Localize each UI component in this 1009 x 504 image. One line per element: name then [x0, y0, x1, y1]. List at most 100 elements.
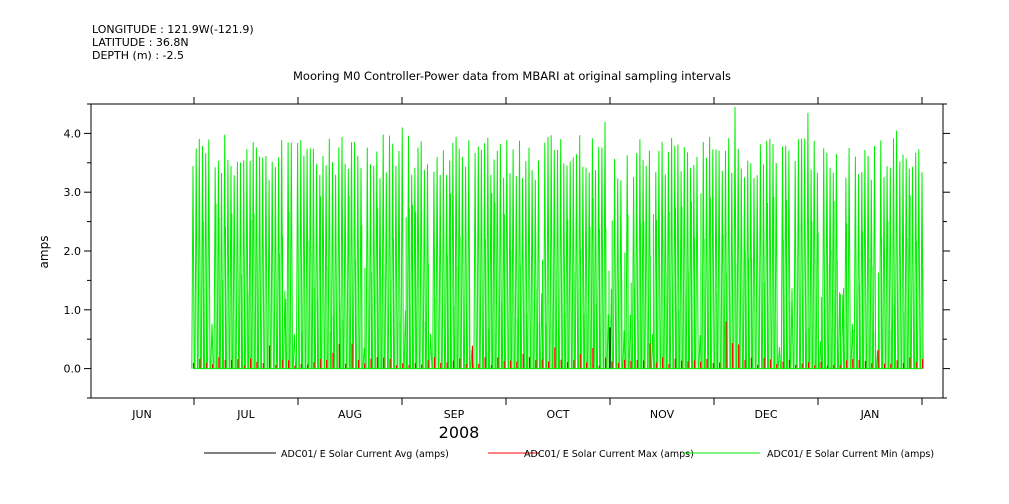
x-tick-label: DEC — [754, 408, 777, 421]
min-series-spike — [204, 153, 208, 369]
min-series-spike — [384, 172, 388, 369]
min-series-spike — [197, 138, 201, 369]
x-tick-label: JUN — [131, 408, 152, 421]
plot-marks — [191, 106, 924, 370]
min-series-spike — [387, 135, 392, 369]
min-series-spike — [337, 147, 341, 369]
longitude-label: LONGITUDE : 121.9W(-121.9) — [92, 23, 254, 36]
x-axis-label: 2008 — [439, 423, 480, 442]
min-series-spike — [394, 165, 398, 369]
min-series-spike — [574, 154, 579, 369]
min-series-spike — [616, 178, 620, 369]
min-series-spike — [194, 148, 198, 369]
min-series-spike — [853, 156, 858, 369]
min-series-spike — [349, 142, 354, 369]
min-series-spike — [372, 165, 376, 369]
min-series-spike — [736, 148, 740, 369]
min-series-spike — [543, 142, 547, 369]
x-tick-label: SEP — [444, 408, 465, 421]
min-series-spike — [568, 161, 572, 369]
min-series-spike — [273, 167, 278, 369]
depth-label: DEPTH (m) : -2.5 — [92, 49, 185, 62]
min-series-spike — [774, 162, 778, 369]
x-tick-label: NOV — [650, 408, 675, 421]
min-series-spike — [755, 175, 759, 369]
min-series-spike — [711, 149, 715, 369]
legend: ADC01/ E Solar Current Avg (amps) ADC01/ … — [204, 449, 934, 460]
min-series-spike — [803, 138, 807, 369]
min-series-spike — [292, 334, 297, 369]
min-series-spike — [299, 139, 303, 369]
min-series-spike — [261, 157, 265, 369]
min-series-spike — [267, 179, 271, 369]
min-series-spike — [505, 139, 509, 369]
y-tick-label: 2.0 — [64, 245, 82, 258]
min-series-spike — [790, 288, 794, 369]
min-series-spike — [514, 176, 518, 369]
min-series-spike — [479, 149, 484, 369]
min-series-spike — [264, 155, 268, 369]
min-series-spike — [799, 138, 804, 369]
y-tick-label: 4.0 — [64, 127, 82, 140]
min-series-spike — [704, 157, 709, 369]
min-series-spike — [898, 161, 902, 369]
min-series-spike — [676, 144, 680, 369]
min-series-spike — [235, 161, 240, 369]
min-series-spike — [400, 127, 404, 369]
min-series-spike — [730, 172, 734, 369]
x-tick-label: JUL — [236, 408, 255, 421]
min-series-spike — [524, 161, 528, 369]
min-series-spike — [343, 163, 347, 369]
min-series-spike — [917, 149, 921, 369]
min-series-spike — [416, 147, 420, 369]
min-series-spike — [495, 150, 499, 369]
min-series-spike — [777, 347, 782, 369]
min-series-spike — [717, 150, 721, 369]
min-series-spike — [787, 150, 791, 369]
min-series-spike — [581, 166, 585, 369]
y-tick-label: 1.0 — [64, 304, 82, 317]
min-series-spike — [882, 177, 886, 369]
min-series-spike — [549, 135, 553, 369]
min-series-spike — [555, 149, 560, 369]
min-series-spike — [822, 148, 826, 369]
min-series-spike — [891, 138, 896, 369]
min-series-spike — [356, 155, 360, 369]
min-series-spike — [333, 174, 338, 369]
min-series-spike — [612, 158, 617, 369]
min-series-spike — [546, 137, 550, 369]
min-series-spike — [295, 143, 300, 369]
min-series-spike — [302, 155, 306, 369]
min-series-spike — [486, 137, 490, 369]
min-series-spike — [847, 147, 851, 369]
min-series-spike — [635, 152, 639, 369]
min-series-spike — [330, 162, 335, 369]
min-series-spike — [207, 139, 211, 369]
min-series-spike — [739, 168, 743, 369]
min-series-spike — [327, 138, 331, 369]
min-series-spike — [600, 147, 604, 369]
min-series-spike — [460, 156, 465, 369]
min-series-spike — [657, 150, 661, 369]
y-tick-label: 0.0 — [64, 363, 82, 376]
min-series-spike — [321, 156, 325, 369]
min-series-spike — [768, 138, 772, 369]
min-series-spike — [644, 165, 648, 369]
x-tick-label: AUG — [338, 408, 362, 421]
min-series-spike — [695, 156, 699, 369]
min-series-spike — [752, 177, 756, 369]
min-series-spike — [727, 138, 731, 369]
min-series-spike — [894, 130, 899, 369]
min-series-spike — [365, 147, 369, 369]
x-tick-label: JAN — [860, 408, 880, 421]
min-series-spike — [872, 145, 877, 369]
chart-title: Mooring M0 Controller-Power data from MB… — [293, 69, 731, 83]
min-series-spike — [232, 175, 236, 369]
min-series-spike — [901, 154, 905, 369]
min-series-spike — [758, 144, 763, 369]
min-series-spike — [441, 150, 446, 369]
x-tick-label: OCT — [546, 408, 569, 421]
legend-label-min: ADC01/ E Solar Current Min (amps) — [767, 449, 934, 460]
min-series-spike — [397, 150, 401, 369]
